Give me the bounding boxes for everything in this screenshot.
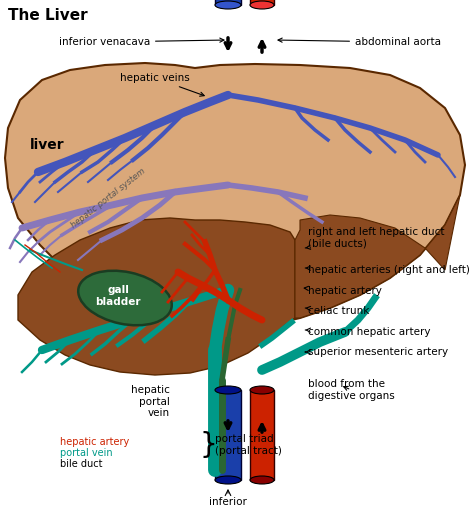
Text: inferior
vena cava: inferior vena cava [201, 497, 255, 508]
Text: The Liver: The Liver [8, 8, 88, 23]
Text: portal vein: portal vein [60, 448, 113, 458]
Polygon shape [18, 218, 295, 375]
Text: hepatic veins: hepatic veins [120, 73, 204, 96]
Text: superior mesenteric artery: superior mesenteric artery [305, 347, 448, 357]
Text: inferior venacava: inferior venacava [59, 37, 224, 47]
Polygon shape [295, 195, 460, 318]
Text: abdominal aorta: abdominal aorta [278, 37, 441, 47]
Text: hepatic artery: hepatic artery [60, 437, 129, 447]
Text: }: } [199, 431, 217, 459]
Text: hepatic artery: hepatic artery [304, 286, 382, 296]
Ellipse shape [250, 476, 274, 484]
Text: hepatic
portal
vein: hepatic portal vein [131, 385, 170, 418]
Ellipse shape [215, 1, 241, 9]
Text: bile duct: bile duct [60, 459, 102, 469]
Ellipse shape [250, 1, 274, 9]
Text: celiac trunk: celiac trunk [305, 306, 369, 316]
Text: liver: liver [30, 138, 64, 152]
Text: portal triad
(portal tract): portal triad (portal tract) [215, 434, 282, 456]
Text: blood from the
digestive organs: blood from the digestive organs [308, 379, 395, 401]
Ellipse shape [215, 386, 241, 394]
Bar [215, 0, 241, 5]
Polygon shape [5, 63, 465, 332]
Bar [215, 390, 241, 480]
Ellipse shape [250, 386, 274, 394]
Ellipse shape [215, 476, 241, 484]
Text: hepatic portal system: hepatic portal system [69, 166, 147, 230]
Text: hepatic arteries (right and left): hepatic arteries (right and left) [305, 265, 470, 275]
Bar [250, 0, 274, 5]
Text: common hepatic artery: common hepatic artery [305, 327, 430, 337]
Text: right and left hepatic duct
(bile ducts): right and left hepatic duct (bile ducts) [305, 227, 445, 249]
Bar [250, 390, 274, 480]
Text: gall
bladder: gall bladder [95, 285, 141, 307]
Ellipse shape [78, 271, 172, 325]
